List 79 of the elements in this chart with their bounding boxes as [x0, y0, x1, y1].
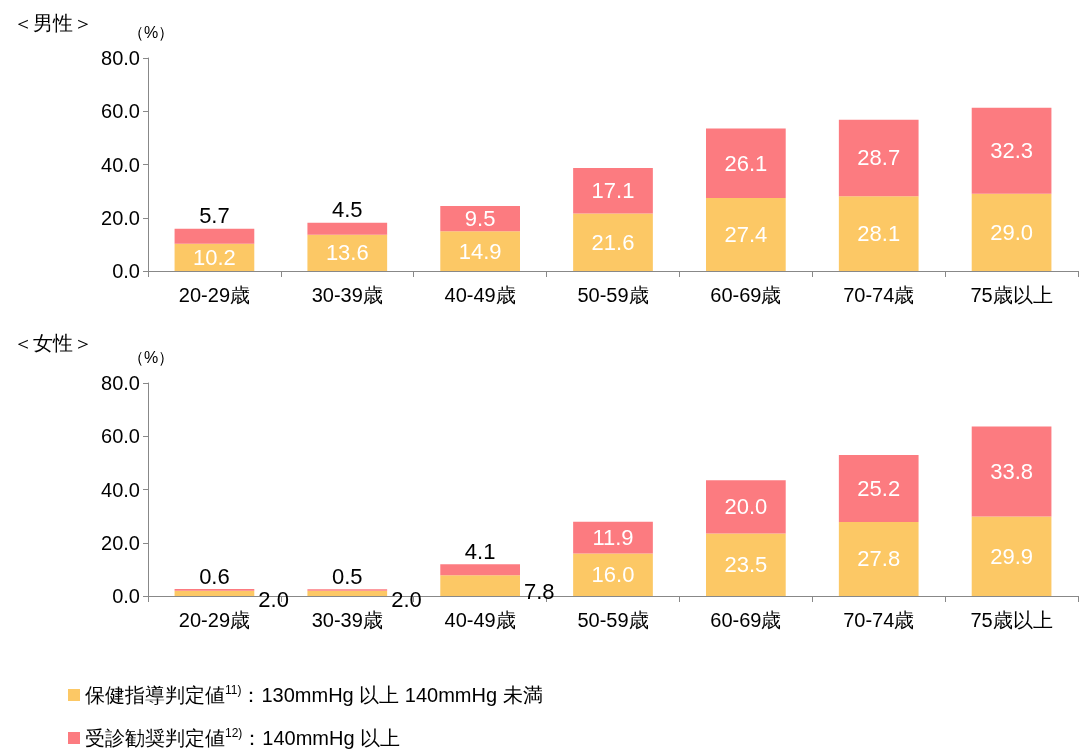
y-tick-label: 40.0 [101, 153, 140, 176]
y-tick-label: 20.0 [101, 531, 140, 554]
data-label: 5.7 [199, 203, 230, 229]
bar [838, 196, 919, 271]
data-label: 25.2 [857, 475, 901, 501]
bar [706, 198, 786, 271]
data-label: 4.1 [464, 538, 496, 564]
y-axis-title: （%） [128, 23, 175, 41]
bar [706, 128, 786, 199]
data-label: 0.5 [331, 563, 363, 589]
chart-title: ＜男性＞ [13, 12, 93, 34]
bar [440, 575, 520, 596]
y-tick-label: 80.0 [101, 372, 140, 394]
data-label: 10.2 [193, 244, 236, 270]
bar [706, 533, 786, 596]
data-label: 0.6 [199, 563, 230, 589]
bar [971, 516, 1052, 596]
data-label: 7.8 [524, 579, 555, 605]
bar [307, 234, 388, 271]
bar [174, 228, 255, 244]
data-label: 2.0 [391, 586, 422, 612]
bar [307, 222, 388, 235]
data-label: 33.8 [990, 458, 1033, 484]
data-label: 27.4 [724, 222, 768, 248]
y-tick-label: 60.0 [101, 425, 140, 448]
data-label: 13.6 [325, 240, 369, 266]
data-label: 21.6 [591, 229, 635, 255]
x-tick-label: 75歳以上 [970, 284, 1053, 306]
data-label: 28.1 [857, 221, 901, 247]
y-tick-label: 60.0 [101, 100, 140, 123]
data-label: 11.9 [592, 525, 634, 551]
bar [971, 107, 1052, 194]
data-label: 14.9 [458, 238, 502, 264]
bar [440, 231, 520, 271]
x-tick-label: 40-49歳 [444, 284, 516, 306]
x-tick-label: 30-39歳 [311, 284, 383, 306]
y-tick-label: 80.0 [101, 47, 140, 69]
y-tick-label: 40.0 [101, 478, 140, 501]
bar [838, 521, 919, 596]
y-tick-label: 0.0 [112, 260, 140, 282]
bar [573, 553, 653, 596]
bar [174, 590, 255, 596]
data-label: 17.1 [591, 178, 635, 204]
x-tick-label: 50-59歳 [577, 284, 649, 306]
x-tick-label: 30-39歳 [311, 609, 383, 631]
x-tick-label: 70-74歳 [843, 284, 915, 306]
chart-title: ＜女性＞ [13, 332, 93, 354]
data-label: 4.5 [331, 197, 363, 223]
bar [838, 119, 919, 197]
x-tick-label: 50-59歳 [577, 609, 649, 631]
data-label: 9.5 [464, 206, 496, 232]
x-tick-label: 40-49歳 [444, 609, 516, 631]
bar [838, 454, 919, 522]
y-tick-label: 0.0 [112, 585, 140, 607]
x-tick-label: 20-29歳 [178, 284, 251, 306]
x-tick-label: 75歳以上 [970, 609, 1053, 631]
bar [307, 590, 388, 596]
y-axis-title: （%） [128, 348, 175, 366]
data-label: 2.0 [258, 586, 289, 612]
bar [573, 213, 653, 271]
data-label: 29.9 [990, 543, 1033, 569]
data-label: 16.0 [591, 562, 635, 588]
data-label: 23.5 [724, 552, 768, 578]
x-tick-label: 70-74歳 [843, 609, 915, 631]
bar [971, 426, 1052, 517]
bar [573, 167, 653, 214]
data-label: 26.1 [724, 150, 768, 176]
data-label: 27.8 [857, 546, 901, 572]
data-label: 32.3 [990, 138, 1033, 164]
x-tick-label: 60-69歳 [710, 609, 782, 631]
data-label: 28.7 [857, 145, 901, 171]
bar [440, 564, 520, 576]
y-tick-label: 20.0 [101, 206, 140, 229]
data-label: 20.0 [724, 494, 768, 520]
data-label: 29.0 [990, 219, 1033, 245]
bar [971, 193, 1052, 271]
x-tick-label: 20-29歳 [178, 609, 251, 631]
bar [706, 480, 786, 534]
x-tick-label: 60-69歳 [710, 284, 782, 306]
